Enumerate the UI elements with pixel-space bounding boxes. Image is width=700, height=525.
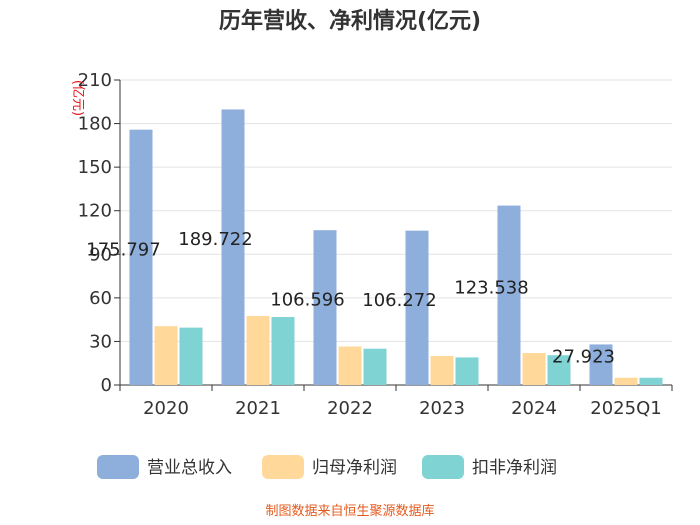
bar-value-label: 106.596 xyxy=(270,290,344,311)
data-labels: 175.797 189.722 106.596 106.272 123.538 27.92… xyxy=(86,229,615,367)
bar xyxy=(271,317,295,385)
bar xyxy=(430,355,454,385)
bar xyxy=(363,348,387,385)
bar xyxy=(179,327,203,385)
bar xyxy=(154,326,178,385)
y-tick-label: 120 xyxy=(78,201,112,222)
bar-value-label: 189.722 xyxy=(178,229,252,250)
bar xyxy=(246,316,270,385)
bar-value-label: 123.538 xyxy=(454,277,528,298)
y-tick-label: 90 xyxy=(89,244,112,265)
bar xyxy=(221,109,245,385)
y-tick-label: 210 xyxy=(78,70,112,91)
bar-value-label: 106.272 xyxy=(362,290,436,311)
bar xyxy=(313,230,337,385)
source-note: 制图数据来自恒生聚源数据库 xyxy=(265,503,434,519)
axes: 0 30 60 90 120 150 180 210 2020 2021 2022 2023 2024 2… xyxy=(78,70,673,419)
x-tick-label: 2020 xyxy=(143,398,189,419)
x-tick-label: 2025Q1 xyxy=(590,398,661,419)
bar-value-label: 175.797 xyxy=(86,239,160,260)
y-axis-unit-label: (亿元) xyxy=(70,80,85,116)
bars xyxy=(129,109,663,385)
y-tick-label: 180 xyxy=(78,114,112,135)
chart-title: 历年营收、净利情况(亿元) xyxy=(219,8,481,34)
legend-swatch xyxy=(97,455,139,479)
legend-label: 扣非净利润 xyxy=(472,458,557,478)
bar xyxy=(129,129,153,385)
bar xyxy=(497,205,521,385)
bar xyxy=(522,353,546,385)
x-tick-label: 2022 xyxy=(327,398,373,419)
bar xyxy=(589,344,613,385)
bar-value-label: 27.923 xyxy=(552,347,615,368)
legend: 营业总收入 归母净利润 扣非净利润 xyxy=(97,455,557,479)
x-tick-label: 2023 xyxy=(419,398,465,419)
bar xyxy=(405,230,429,385)
y-tick-label: 0 xyxy=(101,375,112,396)
y-tick-label: 30 xyxy=(89,331,112,352)
legend-label: 归母净利润 xyxy=(312,458,397,478)
x-tick-label: 2024 xyxy=(511,398,557,419)
y-tick-label: 150 xyxy=(78,157,112,178)
bar xyxy=(614,377,638,385)
grid-lines xyxy=(120,79,672,342)
legend-label: 营业总收入 xyxy=(147,458,232,478)
legend-swatch xyxy=(422,455,464,479)
legend-swatch xyxy=(262,455,304,479)
bar xyxy=(455,357,479,385)
bar xyxy=(639,377,663,385)
y-tick-label: 60 xyxy=(89,288,112,309)
x-tick-label: 2021 xyxy=(235,398,281,419)
bar xyxy=(338,346,362,385)
bar xyxy=(547,355,571,385)
